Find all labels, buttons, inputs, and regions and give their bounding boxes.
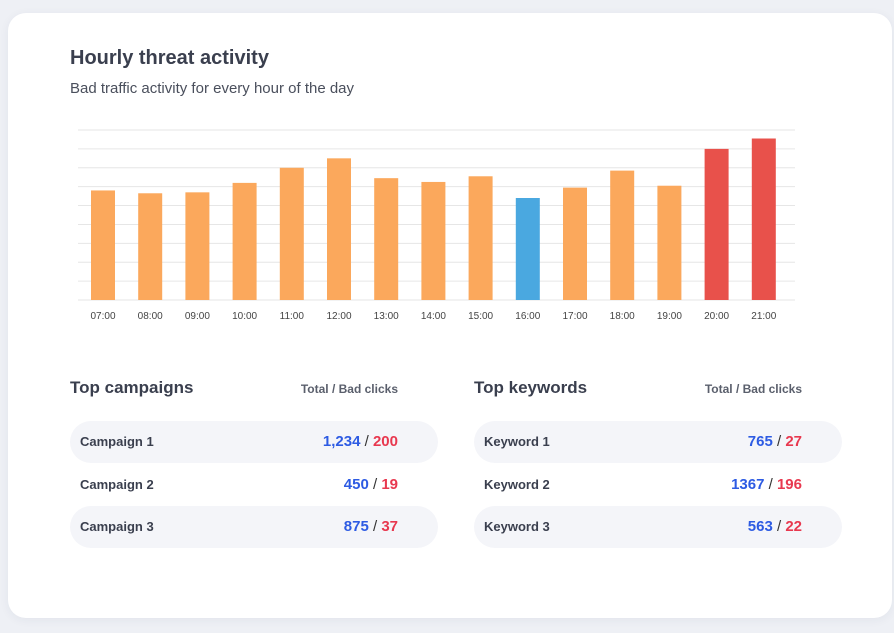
total-clicks: 563 [747,518,773,535]
campaign-row[interactable]: Campaign 3 875 / 37 [70,506,438,548]
total-clicks: 1367 [731,475,765,493]
separator: / [364,433,369,450]
total-clicks: 1,234 [322,433,361,450]
x-tick-label: 07:00 [90,311,115,322]
bar-0700[interactable] [91,190,115,300]
click-counts: 1,234 / 200 [323,433,398,450]
keyword-row[interactable]: Keyword 3 563 / 22 [474,506,842,548]
bad-clicks: 196 [776,475,802,493]
keyword-name: Keyword 2 [484,476,550,492]
bar-0800[interactable] [138,193,163,300]
x-tick-label: 19:00 [657,311,682,322]
separator: / [372,518,378,535]
bar-1700[interactable] [563,187,587,300]
x-tick-label: 20:00 [704,311,729,322]
x-tick-label: 17:00 [562,311,587,322]
bar-1400[interactable] [421,181,446,300]
x-tick-label: 16:00 [515,311,540,322]
campaigns-column-header: Total / Bad clicks [300,382,398,396]
keyword-name: Keyword 1 [484,434,550,449]
bar-1000[interactable] [232,182,257,300]
x-tick-label: 09:00 [185,311,210,322]
keyword-name: Keyword 3 [484,519,550,534]
campaign-row[interactable]: Campaign 1 1,234 / 200 [70,421,438,463]
keyword-row[interactable]: Keyword 2 1367 / 196 [474,464,842,506]
x-tick-label: 15:00 [468,311,493,322]
page-title: Hourly threat activity [70,47,269,69]
campaign-name: Campaign 2 [80,476,154,492]
total-clicks: 765 [747,433,773,450]
campaign-row[interactable]: Campaign 2 450 / 19 [70,464,438,506]
separator: / [776,518,782,535]
bad-clicks: 22 [785,518,802,535]
campaign-name: Campaign 3 [80,519,154,534]
bar-1300[interactable] [374,178,399,300]
x-tick-label: 21:00 [751,311,776,322]
x-tick-label: 13:00 [374,311,399,322]
bad-clicks: 19 [381,475,398,493]
bar-2000[interactable] [704,148,729,300]
bar-1200[interactable] [327,158,351,300]
separator: / [372,475,378,493]
x-tick-label: 14:00 [421,311,446,322]
x-tick-label: 12:00 [326,311,351,322]
top-keywords-panel: Top keywords Total / Bad clicks Keyword … [474,378,842,549]
bad-clicks: 27 [785,433,802,450]
click-counts: 765 / 27 [748,433,802,450]
x-tick-label: 08:00 [138,311,163,322]
keyword-row[interactable]: Keyword 1 765 / 27 [474,421,842,463]
separator: / [776,433,782,450]
bad-clicks: 37 [381,518,398,535]
bad-clicks: 200 [372,433,398,450]
bar-1100[interactable] [279,167,304,300]
page-subtitle: Bad traffic activity for every hour of t… [70,80,355,97]
x-tick-label: 10:00 [232,311,257,322]
bar-1800[interactable] [610,170,635,300]
click-counts: 1367 / 196 [731,476,802,493]
click-counts: 563 / 22 [748,518,802,535]
top-keywords-title: Top keywords [474,378,588,397]
bar-2100[interactable] [751,138,776,301]
x-tick-label: 18:00 [610,311,635,322]
campaign-name: Campaign 1 [80,434,154,449]
x-tick-label: 11:00 [280,311,305,322]
click-counts: 450 / 19 [344,476,398,493]
separator: / [768,475,773,493]
total-clicks: 875 [343,518,369,535]
top-campaigns-panel: Top campaigns Total / Bad clicks Campaig… [70,378,438,549]
top-campaigns-title: Top campaigns [70,378,194,397]
bar-1900[interactable] [657,185,682,300]
hourly-bar-chart: 07:00 08:00 09:00 10:00 11:00 12:00 13:00 14:00… [78,129,795,322]
bar-0900[interactable] [185,192,210,300]
total-clicks: 450 [343,475,369,493]
click-counts: 875 / 37 [344,518,398,535]
keywords-column-header: Total / Bad clicks [704,382,802,396]
bar-1500[interactable] [468,176,493,300]
bar-1600[interactable] [515,198,540,300]
